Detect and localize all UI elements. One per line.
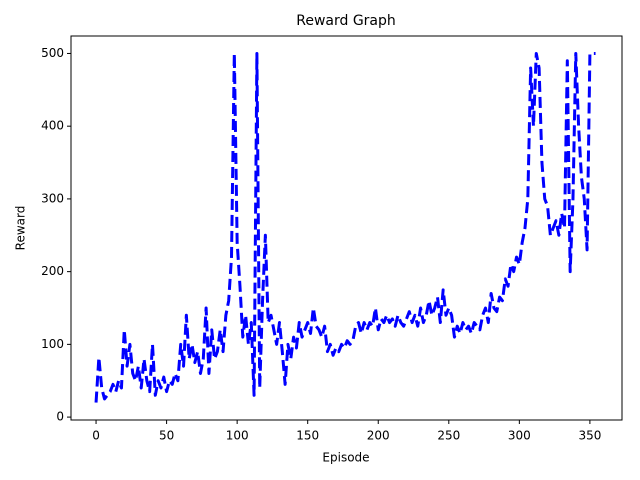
plot-frame — [70, 35, 623, 421]
y-tick-label: 200 — [41, 264, 64, 278]
y-axis-label: Reward — [14, 206, 28, 251]
chart-title: Reward Graph — [296, 13, 396, 29]
x-tick-label: 350 — [578, 429, 601, 443]
x-tick-label: 200 — [367, 429, 390, 443]
y-tick-label: 0 — [56, 410, 64, 424]
x-tick-label: 300 — [508, 429, 531, 443]
y-tick-label: 500 — [41, 46, 64, 60]
x-tick-label: 250 — [437, 429, 460, 443]
x-axis-label: Episode — [322, 451, 369, 465]
y-tick-label: 100 — [41, 337, 64, 351]
x-tick-label: 150 — [296, 429, 319, 443]
x-tick-label: 50 — [159, 429, 174, 443]
y-tick-label: 400 — [41, 119, 64, 133]
data-line — [94, 51, 596, 403]
x-tick-label: 100 — [226, 429, 249, 443]
y-tick-label: 300 — [41, 191, 64, 205]
x-tick-label: 0 — [92, 429, 100, 443]
